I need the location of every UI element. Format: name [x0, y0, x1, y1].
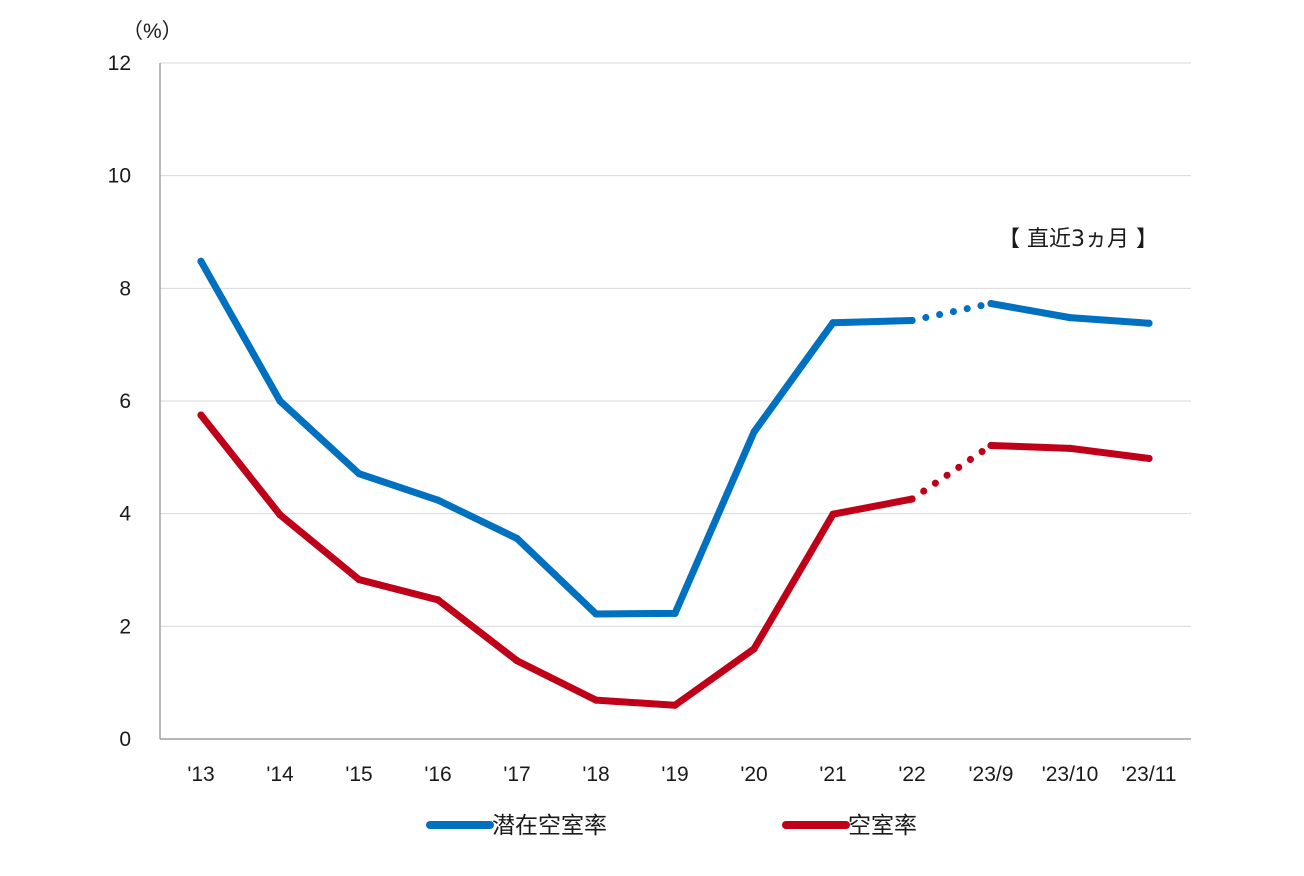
data-point [355, 470, 363, 478]
y-tick-label: 10 [108, 165, 131, 188]
x-tick-label: '23/9 [969, 763, 1014, 786]
y-unit-label: （%） [122, 20, 183, 43]
data-point [434, 596, 442, 604]
data-point [513, 657, 521, 665]
y-tick-label: 6 [119, 390, 131, 413]
y-tick-label: 8 [119, 277, 131, 300]
data-point [276, 397, 284, 405]
data-point [987, 299, 995, 308]
data-point [1066, 444, 1074, 452]
y-tick-label: 4 [119, 503, 131, 526]
x-tick-label: '20 [740, 763, 767, 786]
series-line-annual [197, 411, 916, 709]
data-point [987, 441, 995, 450]
data-point [1066, 314, 1074, 322]
data-point [592, 610, 600, 618]
data-point [276, 511, 284, 519]
data-point [1145, 319, 1153, 327]
x-tick-label: '21 [819, 763, 846, 786]
data-point [829, 319, 837, 327]
x-tick-label: '17 [503, 763, 530, 786]
series-line-annual [197, 257, 916, 618]
data-point [355, 575, 363, 584]
data-point [750, 428, 758, 436]
legend: 潜在空室率 空室率 [426, 813, 917, 839]
recent-three-months-annotation: 【 直近3ヵ月 】 [998, 227, 1158, 252]
x-tick-label: '22 [898, 763, 925, 786]
data-point [197, 257, 205, 265]
x-tick-labels: '13 '14 '15 '16 '17 '18 '19 '20 '21 '22 '23/9 '23/1… [187, 763, 1176, 786]
x-tick-label: '14 [266, 763, 294, 786]
data-point [829, 510, 837, 518]
axes [159, 63, 1191, 740]
data-point [671, 701, 679, 709]
y-tick-label: 0 [119, 728, 131, 751]
data-point [592, 696, 600, 704]
x-tick-label: '23/11 [1121, 763, 1176, 786]
legend-label: 空室率 [848, 813, 917, 839]
series-lines [197, 257, 1153, 709]
data-point [908, 495, 916, 503]
y-tick-labels: 0 2 4 6 8 10 12 [108, 52, 132, 751]
x-tick-label: '16 [424, 763, 451, 786]
data-point [671, 609, 679, 617]
gridlines [160, 62, 1191, 627]
series-line-gap-dotted [908, 442, 995, 503]
x-tick-label: '18 [582, 763, 609, 786]
data-point [197, 411, 205, 419]
data-point [434, 496, 442, 504]
legend-label: 潜在空室率 [492, 813, 607, 839]
x-tick-label: '13 [187, 763, 214, 786]
data-point [1145, 454, 1153, 463]
x-tick-label: '23/10 [1042, 763, 1099, 786]
data-point [750, 645, 758, 653]
x-tick-label: '19 [661, 763, 688, 786]
y-tick-label: 12 [108, 52, 131, 75]
data-point [908, 316, 916, 325]
data-point [513, 534, 521, 543]
y-tick-label: 2 [119, 615, 131, 638]
series-line-gap-dotted [908, 300, 995, 324]
x-tick-label: '15 [345, 763, 372, 786]
